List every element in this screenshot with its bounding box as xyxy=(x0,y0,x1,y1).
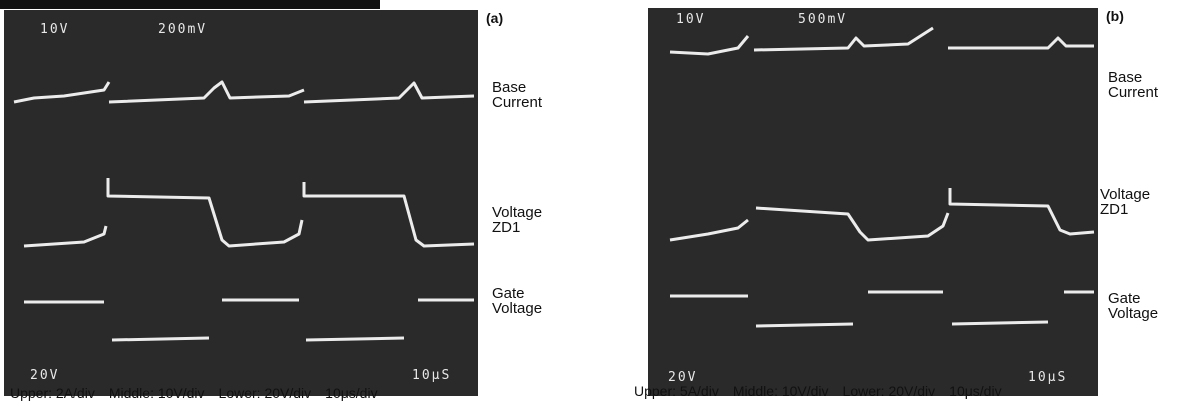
screen-text: 500mV xyxy=(798,12,848,27)
caption-part: Upper: 2A/div xyxy=(10,385,95,401)
base-current-trace xyxy=(948,36,1094,50)
screen-text: 10μS xyxy=(412,368,452,383)
gate-trace xyxy=(755,322,854,328)
gate-trace xyxy=(111,336,210,342)
base-current-trace xyxy=(13,81,111,104)
zd1-trace xyxy=(106,178,304,248)
trace-label: Base Current xyxy=(1108,69,1159,101)
panel-label: (b) xyxy=(1106,8,1124,24)
caption-part: Lower: 20V/div xyxy=(218,385,312,401)
scope-screen: 10V 500mV 20V 10μS xyxy=(648,8,1098,396)
caption-part: Upper: 5A/div xyxy=(634,383,719,399)
caption-part: Middle: 10V/div xyxy=(108,385,205,401)
zd1-trace xyxy=(755,206,950,242)
screen-text: 20V xyxy=(668,370,698,385)
base-current-trace xyxy=(669,35,750,56)
zd1-trace xyxy=(23,225,108,248)
zd1-trace xyxy=(302,182,475,248)
screen-text: 10V xyxy=(40,22,70,37)
screen-text: 10μS xyxy=(1028,370,1068,385)
top-bar xyxy=(0,0,380,9)
zd1-trace xyxy=(948,188,1095,236)
gate-trace xyxy=(305,336,405,342)
caption-part: Middle: 10V/div xyxy=(732,383,829,399)
panel-label: (a) xyxy=(486,10,504,26)
traces xyxy=(13,80,475,342)
base-current-trace xyxy=(303,81,475,104)
trace-label: Gate Voltage xyxy=(492,285,543,317)
zd1-trace xyxy=(669,218,749,242)
caption: Upper: 5A/div Middle: 10V/div Lower: 20V… xyxy=(634,383,1002,399)
gate-trace xyxy=(951,320,1049,326)
trace-label: Base Current xyxy=(492,79,543,111)
traces xyxy=(669,26,1095,328)
screen-text: 200mV xyxy=(158,22,208,37)
caption: Upper: 2A/div Middle: 10V/div Lower: 20V… xyxy=(10,385,378,401)
caption-part: 10μs/div xyxy=(325,385,378,401)
trace-label: Gate Voltage xyxy=(1108,290,1159,322)
trace-label: Voltage ZD1 xyxy=(1100,186,1151,218)
caption-part: 10μs/div xyxy=(949,383,1002,399)
base-current-trace xyxy=(753,26,934,52)
base-current-trace xyxy=(108,80,305,104)
screen-text: 20V xyxy=(30,368,60,383)
caption-part: Lower: 20V/div xyxy=(842,383,936,399)
trace-label: Voltage ZD1 xyxy=(492,204,543,236)
screen-text: 10V xyxy=(676,12,706,27)
scope-screen: 10V 200mV 20V 10μS xyxy=(4,10,478,396)
